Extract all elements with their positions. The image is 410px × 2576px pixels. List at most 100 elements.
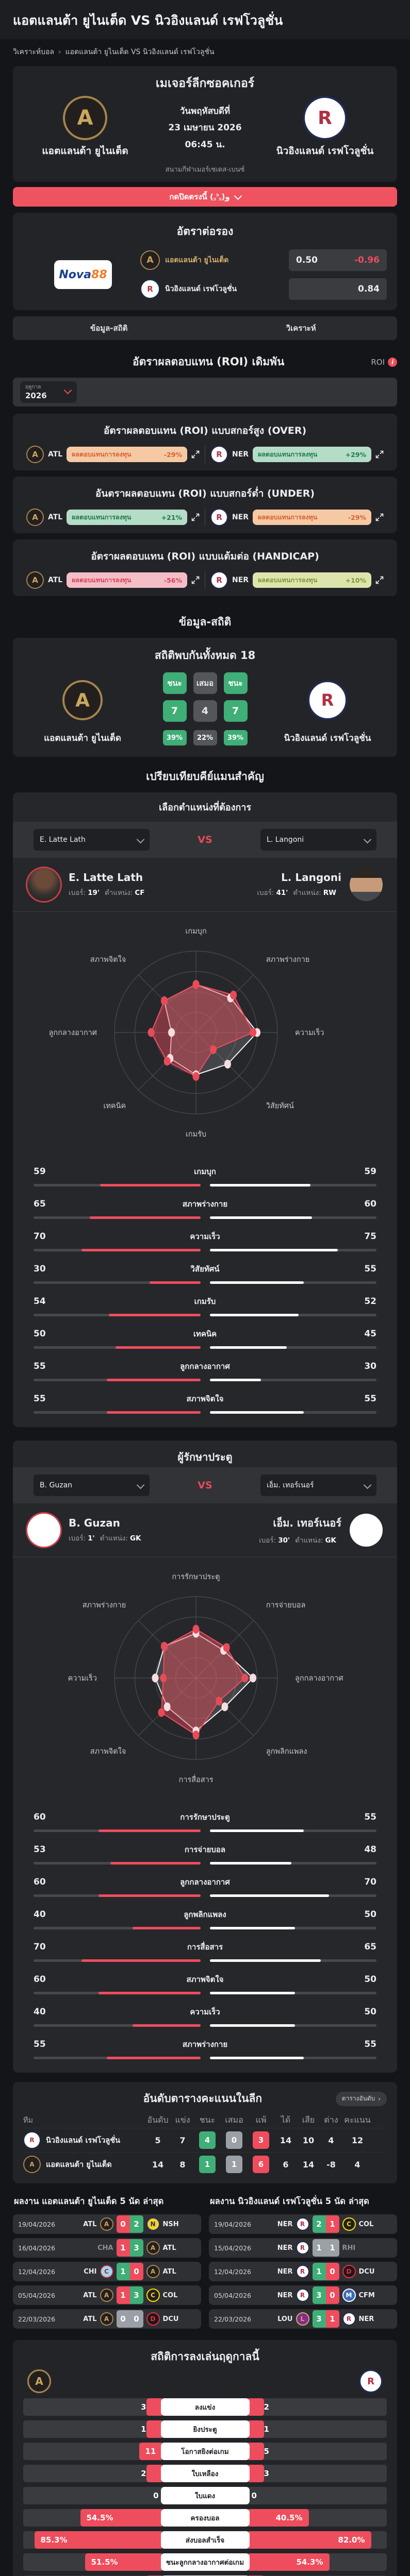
stat-bar-row: 60 สภาพจิตใจ 50 bbox=[34, 1973, 376, 1994]
form-match-row[interactable]: 19/04/2026 NER R 2 1 C COL bbox=[209, 2214, 397, 2234]
home-score: 3 bbox=[312, 2286, 326, 2304]
roi-pill-value: +10% bbox=[345, 576, 366, 584]
away-score: 1 bbox=[325, 2310, 339, 2328]
roi-title: อัตราผลตอบแทน (ROI) เดิมพัน bbox=[133, 355, 285, 368]
form-match-row[interactable]: 05/04/2026 ATL A 1 3 C COL bbox=[13, 2285, 201, 2305]
expand-icon[interactable] bbox=[375, 450, 384, 459]
roi-pill-value: +29% bbox=[345, 450, 366, 459]
player-avatar bbox=[350, 868, 383, 901]
player-select-right[interactable]: เอ็ม. เทอร์เนอร์ bbox=[260, 1475, 376, 1496]
away-score: 0 bbox=[325, 2263, 339, 2280]
league-table-row: A แอตแลนต้า ยูไนเต็ด 14 8 1 1 6 6 14 -8 4 bbox=[23, 2152, 387, 2176]
roi-section: อัตราผลตอบแทน (ROI) แบบแต้มต่อ (HANDICAP… bbox=[13, 539, 397, 596]
page-title-bar: แอตแลนต้า ยูไนเต็ด VS นิวอิงแลนด์ เรฟโวล… bbox=[0, 0, 410, 39]
form-match-row[interactable]: 12/04/2026 CHI C 1 0 A ATL bbox=[13, 2262, 201, 2281]
form-match-row[interactable]: 19/04/2026 ATL A 0 2 N NSH bbox=[13, 2214, 201, 2234]
player-name: E. Latte Lath bbox=[69, 871, 143, 884]
keyman-section-header: เปรียบเทียบคีย์แมนสำคัญ bbox=[146, 770, 264, 783]
info-icon[interactable]: i bbox=[388, 357, 397, 367]
player-name: เอ็ม. เทอร์เนอร์ bbox=[273, 1517, 341, 1529]
form-match-row[interactable]: 05/04/2026 NER R 3 0 M CFM bbox=[209, 2285, 397, 2305]
chevron-down-icon bbox=[136, 1481, 145, 1489]
svg-text:สภาพร่างกาย: สภาพร่างกาย bbox=[83, 1601, 126, 1609]
stat-label: สภาพร่างกาย bbox=[182, 1199, 228, 1209]
expand-icon[interactable] bbox=[375, 513, 384, 521]
league-table-header: ทีม อันดับ แข่ง ชนะ เสมอ แพ้ ได้ เสีย ต่าง คะแนน bbox=[23, 2114, 371, 2125]
season-stat-row: ใบเหลือง 2 3 bbox=[23, 2465, 387, 2482]
stat-left-value: 55 bbox=[34, 1361, 46, 1371]
expand-icon[interactable] bbox=[191, 450, 200, 459]
table-goals-against: 14 bbox=[302, 2159, 315, 2170]
stat-label: ลูกกลางอากาศ bbox=[180, 1362, 230, 1371]
h2h-result-count: 4 bbox=[193, 700, 217, 722]
radar-wrap: การรักษาประตู การจ่ายบอล ลูกกลางอากาศ ลูกพล… bbox=[13, 1557, 397, 1795]
svg-text:ลูกกลางอากาศ: ลูกกลางอากาศ bbox=[48, 1029, 97, 1037]
table-draws: 1 bbox=[226, 2156, 242, 2173]
stat-right-value: 55 bbox=[364, 1812, 376, 1822]
season-stat-label: ยิงประตู bbox=[160, 2420, 250, 2438]
breadcrumb-root[interactable]: วิเคราะห์บอล bbox=[13, 48, 55, 56]
season-stat-right: 54.3% bbox=[296, 2557, 323, 2567]
stat-label: วิสัยทัศน์ bbox=[190, 1264, 220, 1274]
form-match-row[interactable]: 12/04/2026 NER R 1 0 D DCU bbox=[209, 2262, 397, 2281]
season-stats-title: สถิติการลงเล่นฤดูกาลนี้ bbox=[151, 2350, 259, 2363]
odds-value-box[interactable]: 0.84 bbox=[289, 278, 387, 300]
team-logo-ATL-icon: A bbox=[100, 2217, 113, 2231]
chevron-down-icon bbox=[234, 192, 242, 200]
odds-value-box[interactable]: 0.50 -0.96 bbox=[289, 249, 387, 271]
stat-left-value: 55 bbox=[34, 2039, 46, 2049]
stat-bar-row: 40 ลูกพลิกแพลง 50 bbox=[34, 1908, 376, 1929]
home-abbr: ATL bbox=[83, 2315, 97, 2323]
tab-analysis[interactable]: วิเคราะห์ bbox=[286, 324, 316, 333]
close-banner-button[interactable]: กดปิดตรงนี้ (꜆꜄꜆)و bbox=[13, 187, 397, 207]
stat-right-value: 70 bbox=[364, 1877, 376, 1887]
h2h-result-pct: 39% bbox=[223, 730, 248, 745]
home-abbr: NER bbox=[277, 2244, 293, 2252]
h2h-home-name: แอตแลนต้า ยูไนเต็ด bbox=[44, 733, 121, 743]
player-select-left[interactable]: B. Guzan bbox=[34, 1475, 150, 1496]
h2h-away-name: นิวอิงแลนด์ เรฟโวลูชั่น bbox=[284, 733, 371, 743]
table-draws: 0 bbox=[226, 2131, 242, 2149]
match-date: 19/04/2026 bbox=[18, 2220, 56, 2228]
roi-header: อัตราผลตอบแทน (ROI) เดิมพัน ROI i bbox=[0, 346, 410, 375]
player-card-right: L. Langoni เบอร์: 41' ตำแหน่ง: RW bbox=[257, 868, 383, 901]
team-abbr: ATL bbox=[48, 450, 63, 459]
expand-icon[interactable] bbox=[375, 576, 384, 584]
player-select-right[interactable]: L. Langoni bbox=[260, 829, 376, 851]
team-logo-icon: R bbox=[210, 509, 228, 526]
team-logo-ATL-icon: A bbox=[146, 2241, 160, 2255]
home-score: 1 bbox=[116, 2239, 130, 2257]
team-logo-icon: R bbox=[210, 446, 228, 463]
roi-team-roi: A ATL ผลตอบแทนการลงทุน -56% bbox=[21, 571, 205, 589]
form-match-row[interactable]: 16/04/2026 CHA 1 3 A ATL bbox=[13, 2238, 201, 2258]
tab-stats[interactable]: ข้อมูล-สถิติ bbox=[90, 324, 128, 333]
stat-right-value: 55 bbox=[364, 1394, 376, 1404]
season-select[interactable]: ฤดูกาล 2026 bbox=[20, 381, 77, 403]
team-logo-NER-icon: R bbox=[296, 2265, 309, 2278]
expand-icon[interactable] bbox=[191, 513, 200, 521]
away-score: 1 bbox=[325, 2239, 339, 2257]
season-stat-left: 54.5% bbox=[86, 2513, 113, 2522]
stat-right-value: 52 bbox=[364, 1296, 376, 1307]
form-match-row[interactable]: 15/04/2026 NER R 1 1 RHI bbox=[209, 2238, 397, 2258]
roi-pill-label: ผลตอบแทนการลงทุน bbox=[258, 576, 318, 584]
betting-provider-logo[interactable]: Nova 88 bbox=[54, 260, 112, 289]
expand-icon[interactable] bbox=[191, 576, 200, 584]
season-stat-label: ครองบอล bbox=[160, 2509, 250, 2527]
roi-row: A ATL ผลตอบแทนการลงทุน +21% R NER ผลตอบแทนการล… bbox=[21, 509, 389, 526]
stat-bar-row: 59 เกมบุก 59 bbox=[34, 1165, 376, 1187]
standings-button[interactable]: ตารางอันดับ › bbox=[335, 2091, 387, 2106]
roi-pill: ผลตอบแทนการลงทุน -29% bbox=[253, 510, 371, 525]
player-select-left[interactable]: E. Latte Lath bbox=[34, 829, 150, 851]
home-team-name: แอตแลนต้า ยูไนเต็ด bbox=[42, 145, 128, 157]
stat-right-value: 45 bbox=[364, 1329, 376, 1339]
away-abbr: NSH bbox=[162, 2220, 179, 2228]
stat-left-value: 65 bbox=[34, 1199, 46, 1209]
stat-bar-row: 30 วิสัยทัศน์ 55 bbox=[34, 1263, 376, 1284]
keyman-compare-card: เลือกตำแหน่งที่ต้องการ E. Latte Lath VS … bbox=[13, 792, 397, 1427]
form-match-row[interactable]: 22/03/2026 ATL A 0 0 D DCU bbox=[13, 2309, 201, 2329]
table-wins: 4 bbox=[199, 2131, 216, 2149]
form-match-row[interactable]: 22/03/2026 LOU L 3 1 R NER bbox=[209, 2309, 397, 2329]
team-logo-icon: A bbox=[26, 509, 44, 526]
